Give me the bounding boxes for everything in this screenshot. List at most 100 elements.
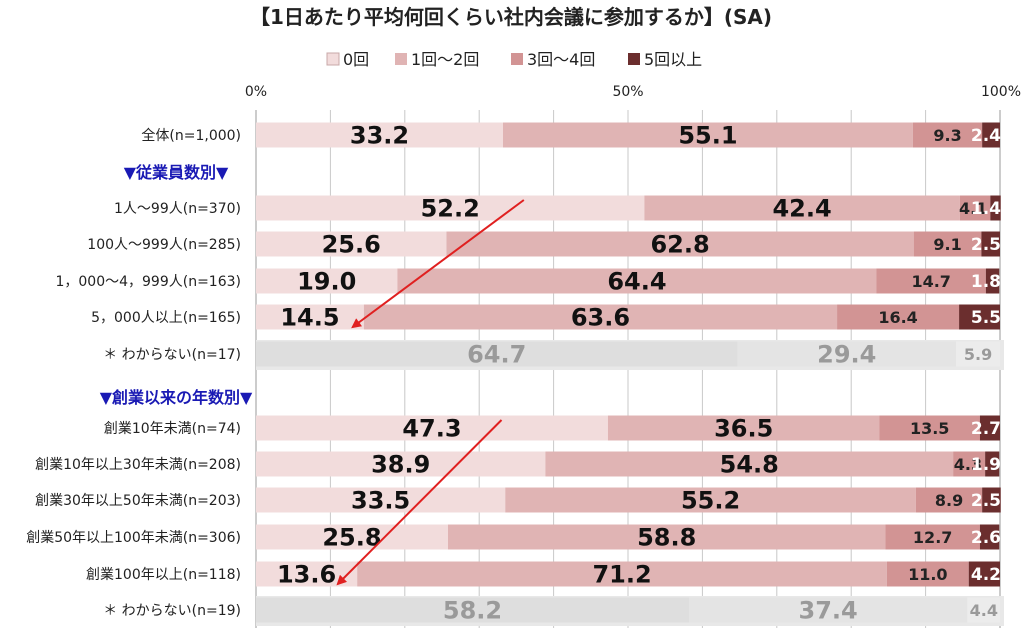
bar-segment [837,304,960,330]
data-label: 13.6 [277,561,336,589]
data-label: 4.1 [959,199,987,218]
bar-segment [968,561,1000,587]
annotation-arrows [336,199,525,586]
bar-segment [982,487,1001,513]
row-label: 創業50年以上100年未満(n=306) [26,530,241,546]
bar-segment [876,268,986,294]
bar-segment [545,451,954,477]
bar-segment [912,122,983,148]
bar-segment [357,561,887,587]
bar-segment-muted [256,341,738,367]
bar-segment [363,304,838,330]
data-label: 62.8 [650,231,709,259]
bar-segment [979,524,1000,550]
data-label: 14.5 [280,304,339,332]
data-label: 55.2 [681,487,740,515]
bar-segment [982,122,1000,148]
x-tick-label: 100% [981,84,1021,100]
bar-segment [644,195,960,221]
row-label: ＊ わからない(n=17) [103,347,241,363]
chart-title: 【1日あたり平均何回くらい社内会議に参加するか】(SA) [250,5,772,29]
data-label: 1.4 [971,199,1001,219]
row-label: 創業30年以上50年未満(n=203) [35,493,241,509]
data-label: 25.6 [322,231,381,259]
data-label: 1.8 [971,272,1001,292]
section-heading: ▼従業員数別▼ [124,163,229,182]
legend-label: 5回以上 [644,50,702,69]
bar-segment [959,304,1000,330]
data-label: 2.4 [971,126,1001,146]
data-label: 5.5 [971,308,1001,328]
data-label: 11.0 [908,565,947,584]
bar-segment [981,231,1000,257]
data-label: 8.9 [935,491,963,510]
bar-segment-muted [967,597,1000,623]
data-label: 33.5 [351,487,410,515]
data-label: 2.6 [971,528,1001,548]
bar-segment [256,268,398,294]
row-label: 創業10年未満(n=74) [104,421,241,437]
data-label: 12.7 [913,528,952,547]
bar-segment [447,524,886,550]
data-label: 2.5 [971,235,1001,255]
legend-label: 0回 [343,50,369,69]
bar-segment [885,524,980,550]
data-label: 1.9 [971,455,1001,475]
data-label: 47.3 [402,415,461,443]
bar-segment [959,195,991,221]
legend-label: 3回～4回 [527,50,595,69]
data-label: 2.7 [971,419,1001,439]
data-label: 29.4 [817,341,876,369]
data-label: 16.4 [878,308,917,327]
bar-segment [256,195,645,221]
bar-segment-muted [956,341,1000,367]
bar-segment-muted [737,341,957,367]
bar-segment [979,415,1000,441]
bar-segment [256,524,448,550]
bar-segment [256,231,447,257]
bar-segment [915,487,983,513]
legend-swatch [395,53,407,65]
data-label: 25.8 [322,524,381,552]
data-label: 58.2 [443,597,502,625]
data-label: 14.7 [911,272,950,291]
legend-swatch [326,52,340,66]
data-label: 36.5 [714,415,773,443]
data-label: 2.5 [971,491,1001,511]
row-label: 1人～99人(n=370) [114,201,241,217]
data-label: 37.4 [799,597,858,625]
data-label: 54.8 [720,451,779,479]
row-labels: 全体(n=1,000) ▼従業員数別▼ 1人～99人(n=370) 100人～999人… [26,127,253,619]
data-label: 5.9 [964,345,992,364]
row-label: 創業10年以上30年未満(n=208) [35,457,241,473]
data-label: 9.3 [933,126,961,145]
bar-segment [990,195,1001,221]
bar-segment [913,231,982,257]
legend-swatch [628,53,640,65]
annotation-arrow [351,199,525,329]
bar-segment [256,304,364,330]
annotation-arrow [336,419,503,586]
bar-segment [503,122,913,148]
legend: 0回 1回～2回 3回～4回 5回以上 [326,50,702,69]
bar-segment [256,122,504,148]
data-label: 4.3 [954,455,982,474]
data-label: 38.9 [371,451,430,479]
row-label: 5，000人以上(n=165) [91,310,241,326]
data-label: 64.4 [607,268,666,296]
x-axis: 0% 50% 100% [245,84,1021,100]
bar-segment [256,487,506,513]
x-tick-label: 50% [612,84,643,100]
data-label: 33.2 [350,122,409,150]
bar-segment [256,451,546,477]
bar-segment [985,268,1000,294]
bar-segment [607,415,880,441]
bar-segment [446,231,914,257]
bars: 33.2 55.1 9.3 2.4 52.2 42.4 4.11.4 25.6 62.8 9.1 2… [256,122,1004,626]
section-heading: ▼創業以来の年数別▼ [100,388,253,407]
bar-segment [256,415,608,441]
data-label: 19.0 [297,268,356,296]
bar-segment [985,451,1000,477]
row-label: 全体(n=1,000) [141,127,241,144]
bar-segment [886,561,969,587]
